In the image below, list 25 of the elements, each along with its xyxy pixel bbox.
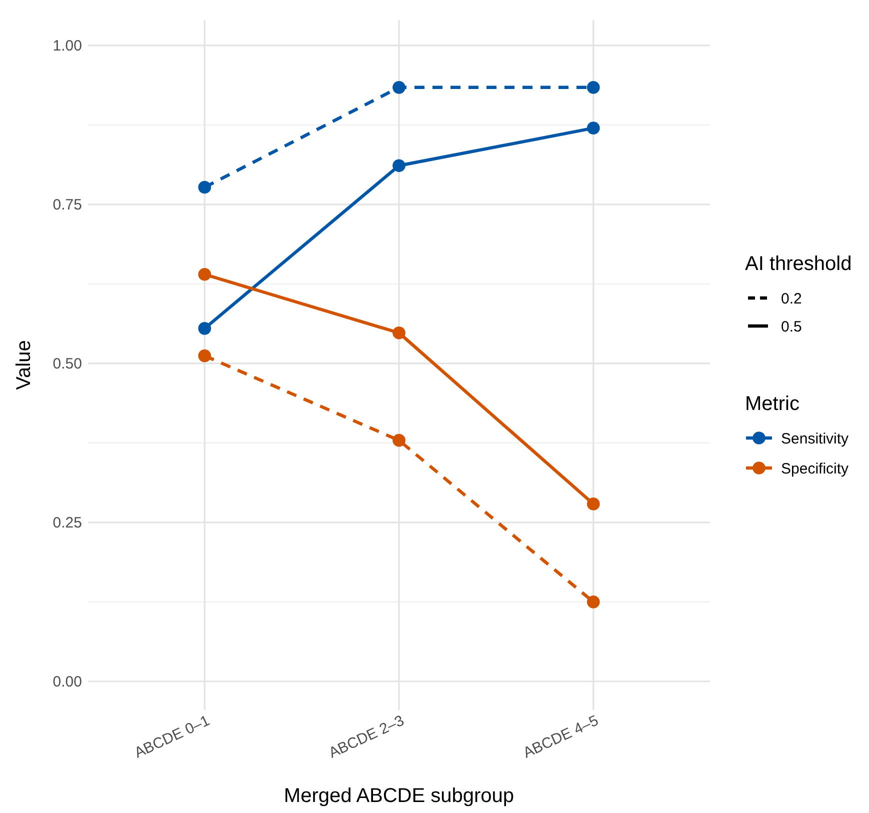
point [198,349,212,362]
y-tick-label: 0.50 [52,356,82,373]
legend-label: Specificity [781,460,850,478]
point [586,595,600,608]
x-axis-title: Merged ABCDE subgroup [284,785,514,807]
point [392,434,406,447]
point [198,180,212,194]
y-tick-label: 1.00 [52,38,82,55]
point [586,122,600,135]
y-tick-label: 0.25 [52,514,82,532]
text: Metric [745,393,800,415]
point [392,80,406,94]
point [392,159,406,172]
y-tick-label: 0.00 [52,674,82,691]
point [198,268,212,281]
legend-label: Sensitivity [781,430,850,448]
point [586,80,600,94]
text: AI threshold [745,253,852,275]
y-axis-title: Value [13,340,35,390]
point [392,326,406,340]
text: 0.5 [781,318,802,336]
text: 0.2 [781,290,802,308]
point [198,322,212,335]
point [586,498,600,510]
y-tick-label: 0.75 [52,196,82,214]
